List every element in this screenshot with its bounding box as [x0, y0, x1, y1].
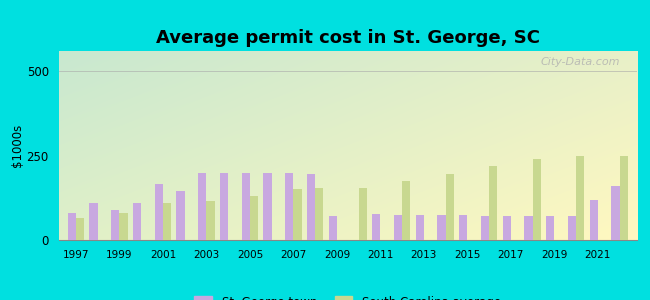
Bar	[133, 203, 141, 240]
Bar	[481, 216, 489, 240]
Bar	[402, 181, 410, 240]
Bar	[293, 189, 302, 240]
Bar	[329, 216, 337, 240]
Bar	[359, 188, 367, 240]
Bar	[163, 203, 171, 240]
Bar	[415, 215, 424, 240]
Bar	[489, 166, 497, 240]
Bar	[315, 188, 324, 240]
Bar	[198, 172, 207, 240]
Text: City-Data.com: City-Data.com	[540, 57, 619, 67]
Bar	[207, 201, 215, 240]
Bar	[111, 210, 120, 240]
Bar	[525, 216, 532, 240]
Bar	[437, 215, 446, 240]
Bar	[285, 172, 293, 240]
Bar	[612, 186, 619, 240]
Bar	[68, 213, 76, 240]
Bar	[372, 214, 380, 240]
Bar	[242, 172, 250, 240]
Bar	[155, 184, 163, 240]
Bar	[546, 216, 554, 240]
Bar	[394, 215, 402, 240]
Bar	[120, 213, 127, 240]
Bar	[250, 196, 258, 240]
Bar	[568, 216, 576, 240]
Bar	[90, 203, 97, 240]
Bar	[619, 156, 628, 240]
Y-axis label: $1000s: $1000s	[11, 124, 24, 167]
Title: Average permit cost in St. George, SC: Average permit cost in St. George, SC	[156, 29, 540, 47]
Bar	[576, 156, 584, 240]
Bar	[263, 172, 272, 240]
Legend: St. George town, South Carolina average: St. George town, South Carolina average	[190, 291, 506, 300]
Bar	[76, 218, 84, 240]
Bar	[590, 200, 598, 240]
Bar	[502, 216, 511, 240]
Bar	[220, 172, 228, 240]
Bar	[446, 174, 454, 240]
Bar	[459, 215, 467, 240]
Bar	[307, 174, 315, 240]
Bar	[176, 191, 185, 240]
Bar	[532, 159, 541, 240]
